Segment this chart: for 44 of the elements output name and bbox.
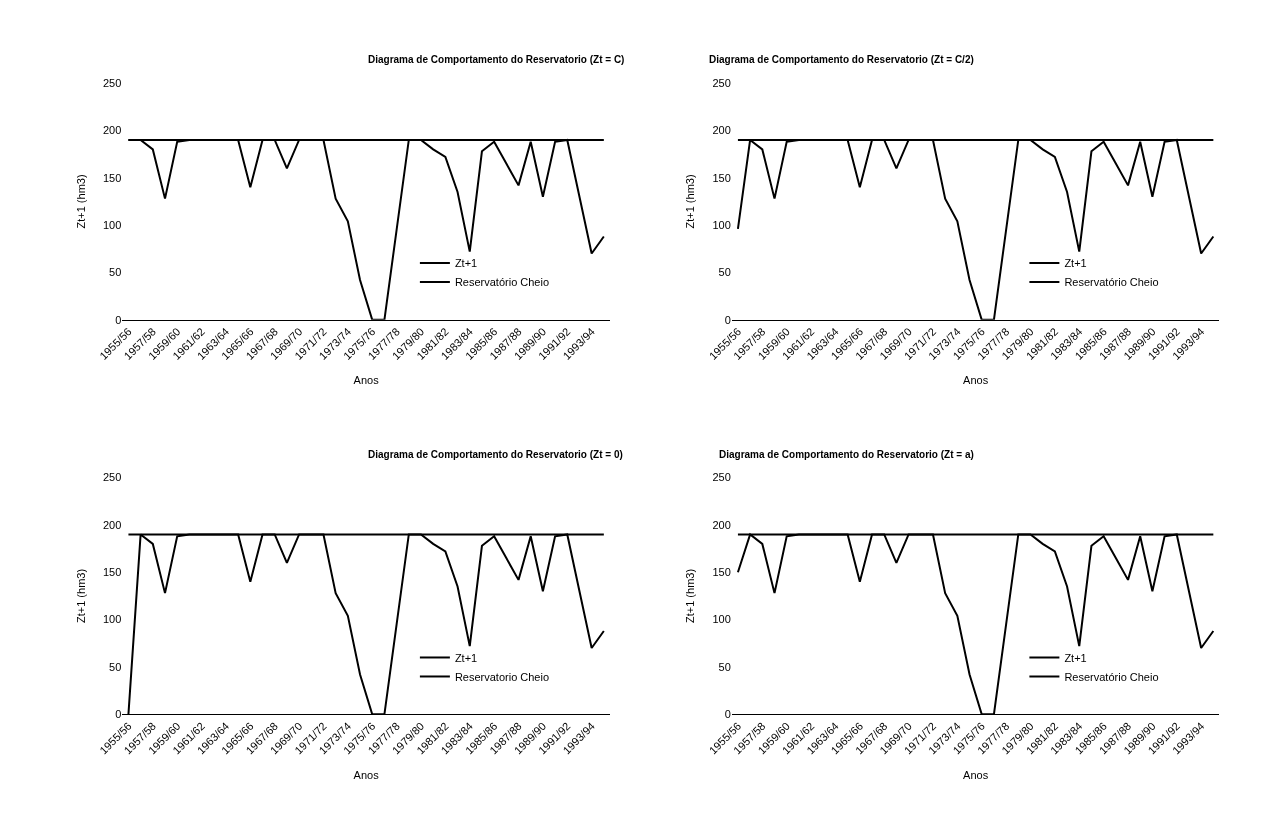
y-tick-label: 250	[102, 76, 122, 89]
y-tick-label: 0	[115, 708, 122, 721]
y-tick-label: 200	[712, 124, 731, 137]
y-tick-label: 150	[102, 566, 122, 579]
y-tick-label: 100	[102, 613, 122, 626]
chart-title: Diagrama de Comportamento do Reservatorio (Zt = C/2)	[709, 54, 974, 65]
y-tick-label: 0	[724, 708, 731, 721]
y-tick-label: 100	[712, 218, 731, 231]
y-tick-label: 0	[724, 313, 731, 326]
chart-title: Diagrama de Comportamento do Reservatorio (Zt = 0)	[368, 449, 623, 460]
chart-title: Diagrama de Comportamento do Reservatorio (Zt = C)	[368, 54, 625, 65]
y-axis-title: Zt+1 (hm3)	[684, 174, 697, 229]
y-tick-label: 150	[712, 566, 731, 579]
y-tick-label: 50	[109, 660, 122, 673]
y-axis-title: Zt+1 (hm3)	[74, 568, 87, 624]
x-axis-title: Anos	[353, 768, 380, 781]
y-tick-label: 250	[712, 471, 731, 484]
y-tick-label: 250	[102, 471, 122, 484]
x-axis-title: Anos	[963, 768, 989, 781]
y-axis-title: Zt+1 (hm3)	[684, 568, 697, 624]
y-tick-label: 50	[718, 660, 731, 673]
legend-label: Zt+1	[454, 651, 478, 664]
y-tick-label: 0	[115, 313, 122, 326]
y-tick-label: 50	[718, 266, 731, 279]
x-axis-title: Anos	[353, 374, 380, 387]
chart-title: Diagrama de Comportamento do Reservatorio (Zt = a)	[719, 449, 974, 460]
legend-label: Reservatorio Cheio	[454, 670, 550, 683]
y-tick-label: 150	[102, 171, 122, 184]
y-tick-label: 200	[102, 518, 122, 531]
legend-label: Reservatório Cheio	[454, 276, 550, 289]
y-axis-title: Zt+1 (hm3)	[74, 174, 87, 229]
y-tick-label: 100	[102, 218, 122, 231]
y-tick-label: 200	[102, 124, 122, 137]
legend-label: Zt+1	[454, 257, 478, 270]
x-axis-title: Anos	[963, 374, 989, 387]
legend-label: Reservatório Cheio	[1064, 670, 1159, 683]
y-tick-label: 100	[712, 613, 731, 626]
y-tick-label: 150	[712, 171, 731, 184]
legend-label: Zt+1	[1064, 651, 1087, 664]
legend-label: Reservatório Cheio	[1064, 276, 1159, 289]
y-tick-label: 200	[712, 518, 731, 531]
y-tick-label: 250	[712, 76, 731, 89]
legend-label: Zt+1	[1064, 257, 1087, 270]
y-tick-label: 50	[109, 266, 122, 279]
